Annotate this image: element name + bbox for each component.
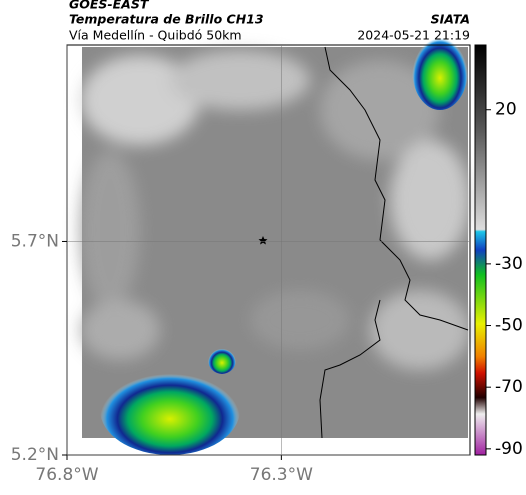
datetime: 2024-05-21 21:19 <box>357 28 470 43</box>
source: GOES-EAST <box>69 0 150 12</box>
y-tick-label: 5.7°N <box>11 231 59 251</box>
colorbar <box>474 44 487 456</box>
product: Temperatura de Brillo CH13 <box>69 12 264 27</box>
colorbar-tick-label: -90 <box>495 439 523 459</box>
colorbar-tick-label: -70 <box>495 377 523 397</box>
satellite-image <box>80 30 470 455</box>
colorbar-tick-label: -30 <box>495 254 523 274</box>
region: Vía Medellín - Quibdó 50km <box>69 28 242 43</box>
x-tick-label: 76.3°W <box>250 465 313 485</box>
agency: SIATA <box>431 12 470 27</box>
colorbar-tick-label: 20 <box>495 100 517 120</box>
y-tick-label: 5.2°N <box>11 445 59 465</box>
colorbar-tick-label: -50 <box>495 316 523 336</box>
x-tick-label: 76.8°W <box>35 465 98 485</box>
